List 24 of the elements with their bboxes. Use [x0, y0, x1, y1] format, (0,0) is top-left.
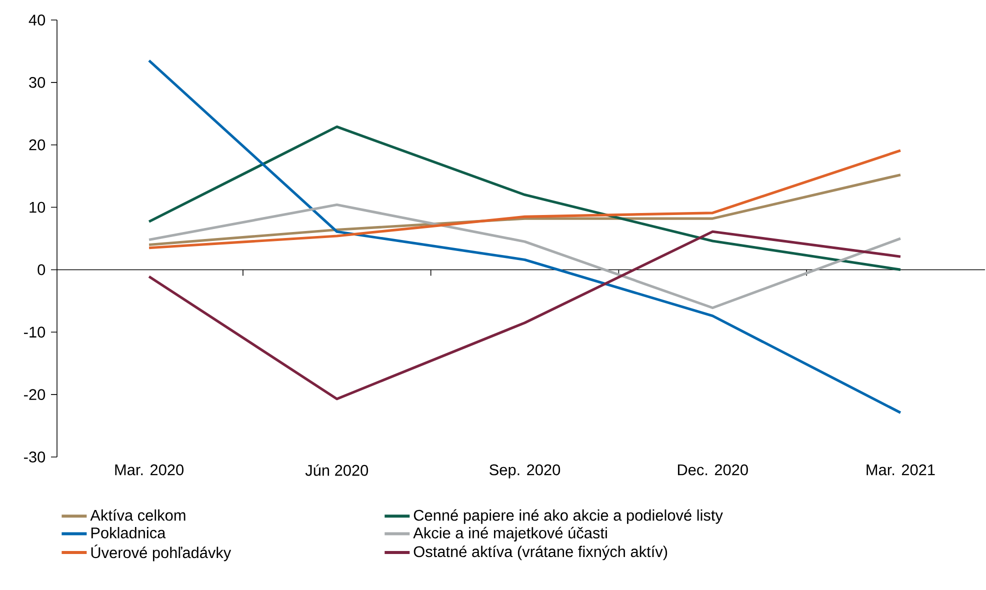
y-tick-label: -10 [24, 326, 46, 338]
legend-label: Aktíva celkom [90, 509, 186, 521]
y-tick-label: 20 [29, 139, 46, 150]
x-tick-label: Sep. 2020 [490, 464, 560, 478]
legend-label: Úverové pohľadávky [91, 544, 232, 562]
line-series [148, 230, 902, 400]
line-series [148, 203, 902, 310]
legend-label: Cenné papiere iné ako akcie a podielové listy [414, 509, 723, 524]
y-tick-label: 40 [28, 14, 46, 26]
line-series [148, 59, 902, 414]
x-tick-label: Mar. 2020 [115, 464, 184, 476]
y-tick-label: 30 [29, 76, 46, 88]
y-tick-label: -20 [24, 389, 46, 400]
x-tick-label: Mar. 2021 [866, 464, 935, 476]
line-series [148, 125, 902, 272]
y-tick-label: -30 [24, 452, 46, 462]
y-tick-label: 0 [38, 264, 46, 276]
line-series [148, 149, 902, 250]
x-tick-label: Jún 2020 [305, 464, 368, 476]
legend-label: Ostatné aktíva (vrátane fixných aktív) [414, 546, 668, 560]
legend-label: Pokladnica [91, 527, 166, 538]
x-tick-label: Dec. 2020 [678, 464, 748, 476]
legend-label: Akcie a iné majetkové účasti [413, 526, 607, 542]
y-tick-label: 10 [30, 202, 46, 213]
